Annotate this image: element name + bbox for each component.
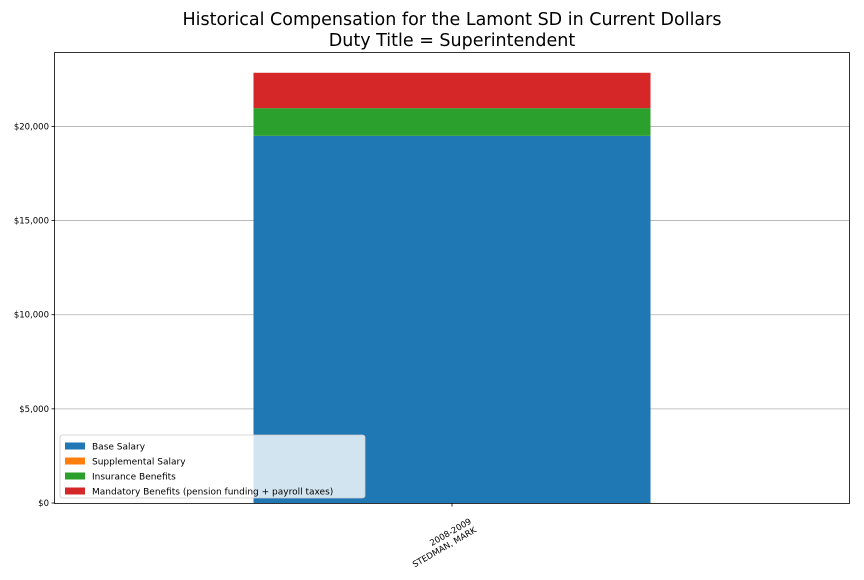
y-tick-label: $20,000 [14, 122, 49, 132]
legend-swatch [65, 442, 85, 450]
y-axis: $0 $5,000 $10,000 $15,000 $20,000 [14, 122, 55, 509]
x-axis: 2008-2009STEDMAN, MARK [406, 503, 479, 571]
y-tick-label: $5,000 [19, 405, 49, 415]
x-tick-label: 2008-2009STEDMAN, MARK [406, 517, 479, 571]
legend-swatch [65, 487, 85, 495]
y-tick-label: $10,000 [14, 311, 49, 321]
legend-label: Mandatory Benefits (pension funding + pa… [92, 488, 333, 498]
bar-segment [253, 72, 651, 109]
chart-subtitle: Duty Title = Superintendent [329, 31, 576, 51]
legend: Base Salary Supplemental Salary Insurance … [59, 434, 366, 499]
legend-label: Supplemental Salary [92, 458, 186, 468]
legend-swatch [65, 457, 85, 465]
bars [253, 72, 651, 503]
y-tick-label: $0 [38, 499, 49, 509]
legend-box [59, 434, 366, 499]
chart-title: Historical Compensation for the Lamont S… [183, 10, 722, 30]
legend-swatch [65, 472, 85, 480]
legend-label: Insurance Benefits [92, 473, 176, 483]
bar-segment [253, 108, 651, 136]
legend-label: Base Salary [92, 443, 146, 453]
y-tick-label: $15,000 [14, 217, 49, 227]
